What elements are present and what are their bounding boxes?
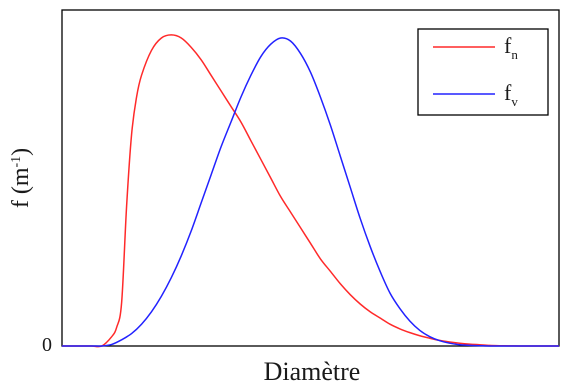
legend-label-fn-main: f xyxy=(504,33,512,58)
y-tick-label: 0 xyxy=(42,334,52,356)
svg-text:f (m-1): f (m-1) xyxy=(8,148,34,208)
y-axis-label-main: f (m xyxy=(8,167,34,208)
series-layer xyxy=(62,34,559,348)
series-line-fn xyxy=(62,34,559,348)
legend-label-fn: fn xyxy=(504,33,518,62)
y-axis-label-close: ) xyxy=(8,148,34,156)
legend-label-fv: fv xyxy=(504,80,518,109)
y-axis-label: f (m-1) xyxy=(8,148,34,208)
legend-box xyxy=(417,28,549,116)
legend: fn fv xyxy=(417,28,549,116)
legend-label-fn-sub: n xyxy=(511,47,518,62)
legend-label-fv-main: f xyxy=(504,80,512,105)
y-axis-label-exponent: -1 xyxy=(9,156,24,168)
series-line-fv xyxy=(62,37,559,347)
legend-label-fv-sub: v xyxy=(511,94,518,109)
x-axis-label: Diamètre xyxy=(264,357,361,385)
plot-frame xyxy=(61,9,560,347)
